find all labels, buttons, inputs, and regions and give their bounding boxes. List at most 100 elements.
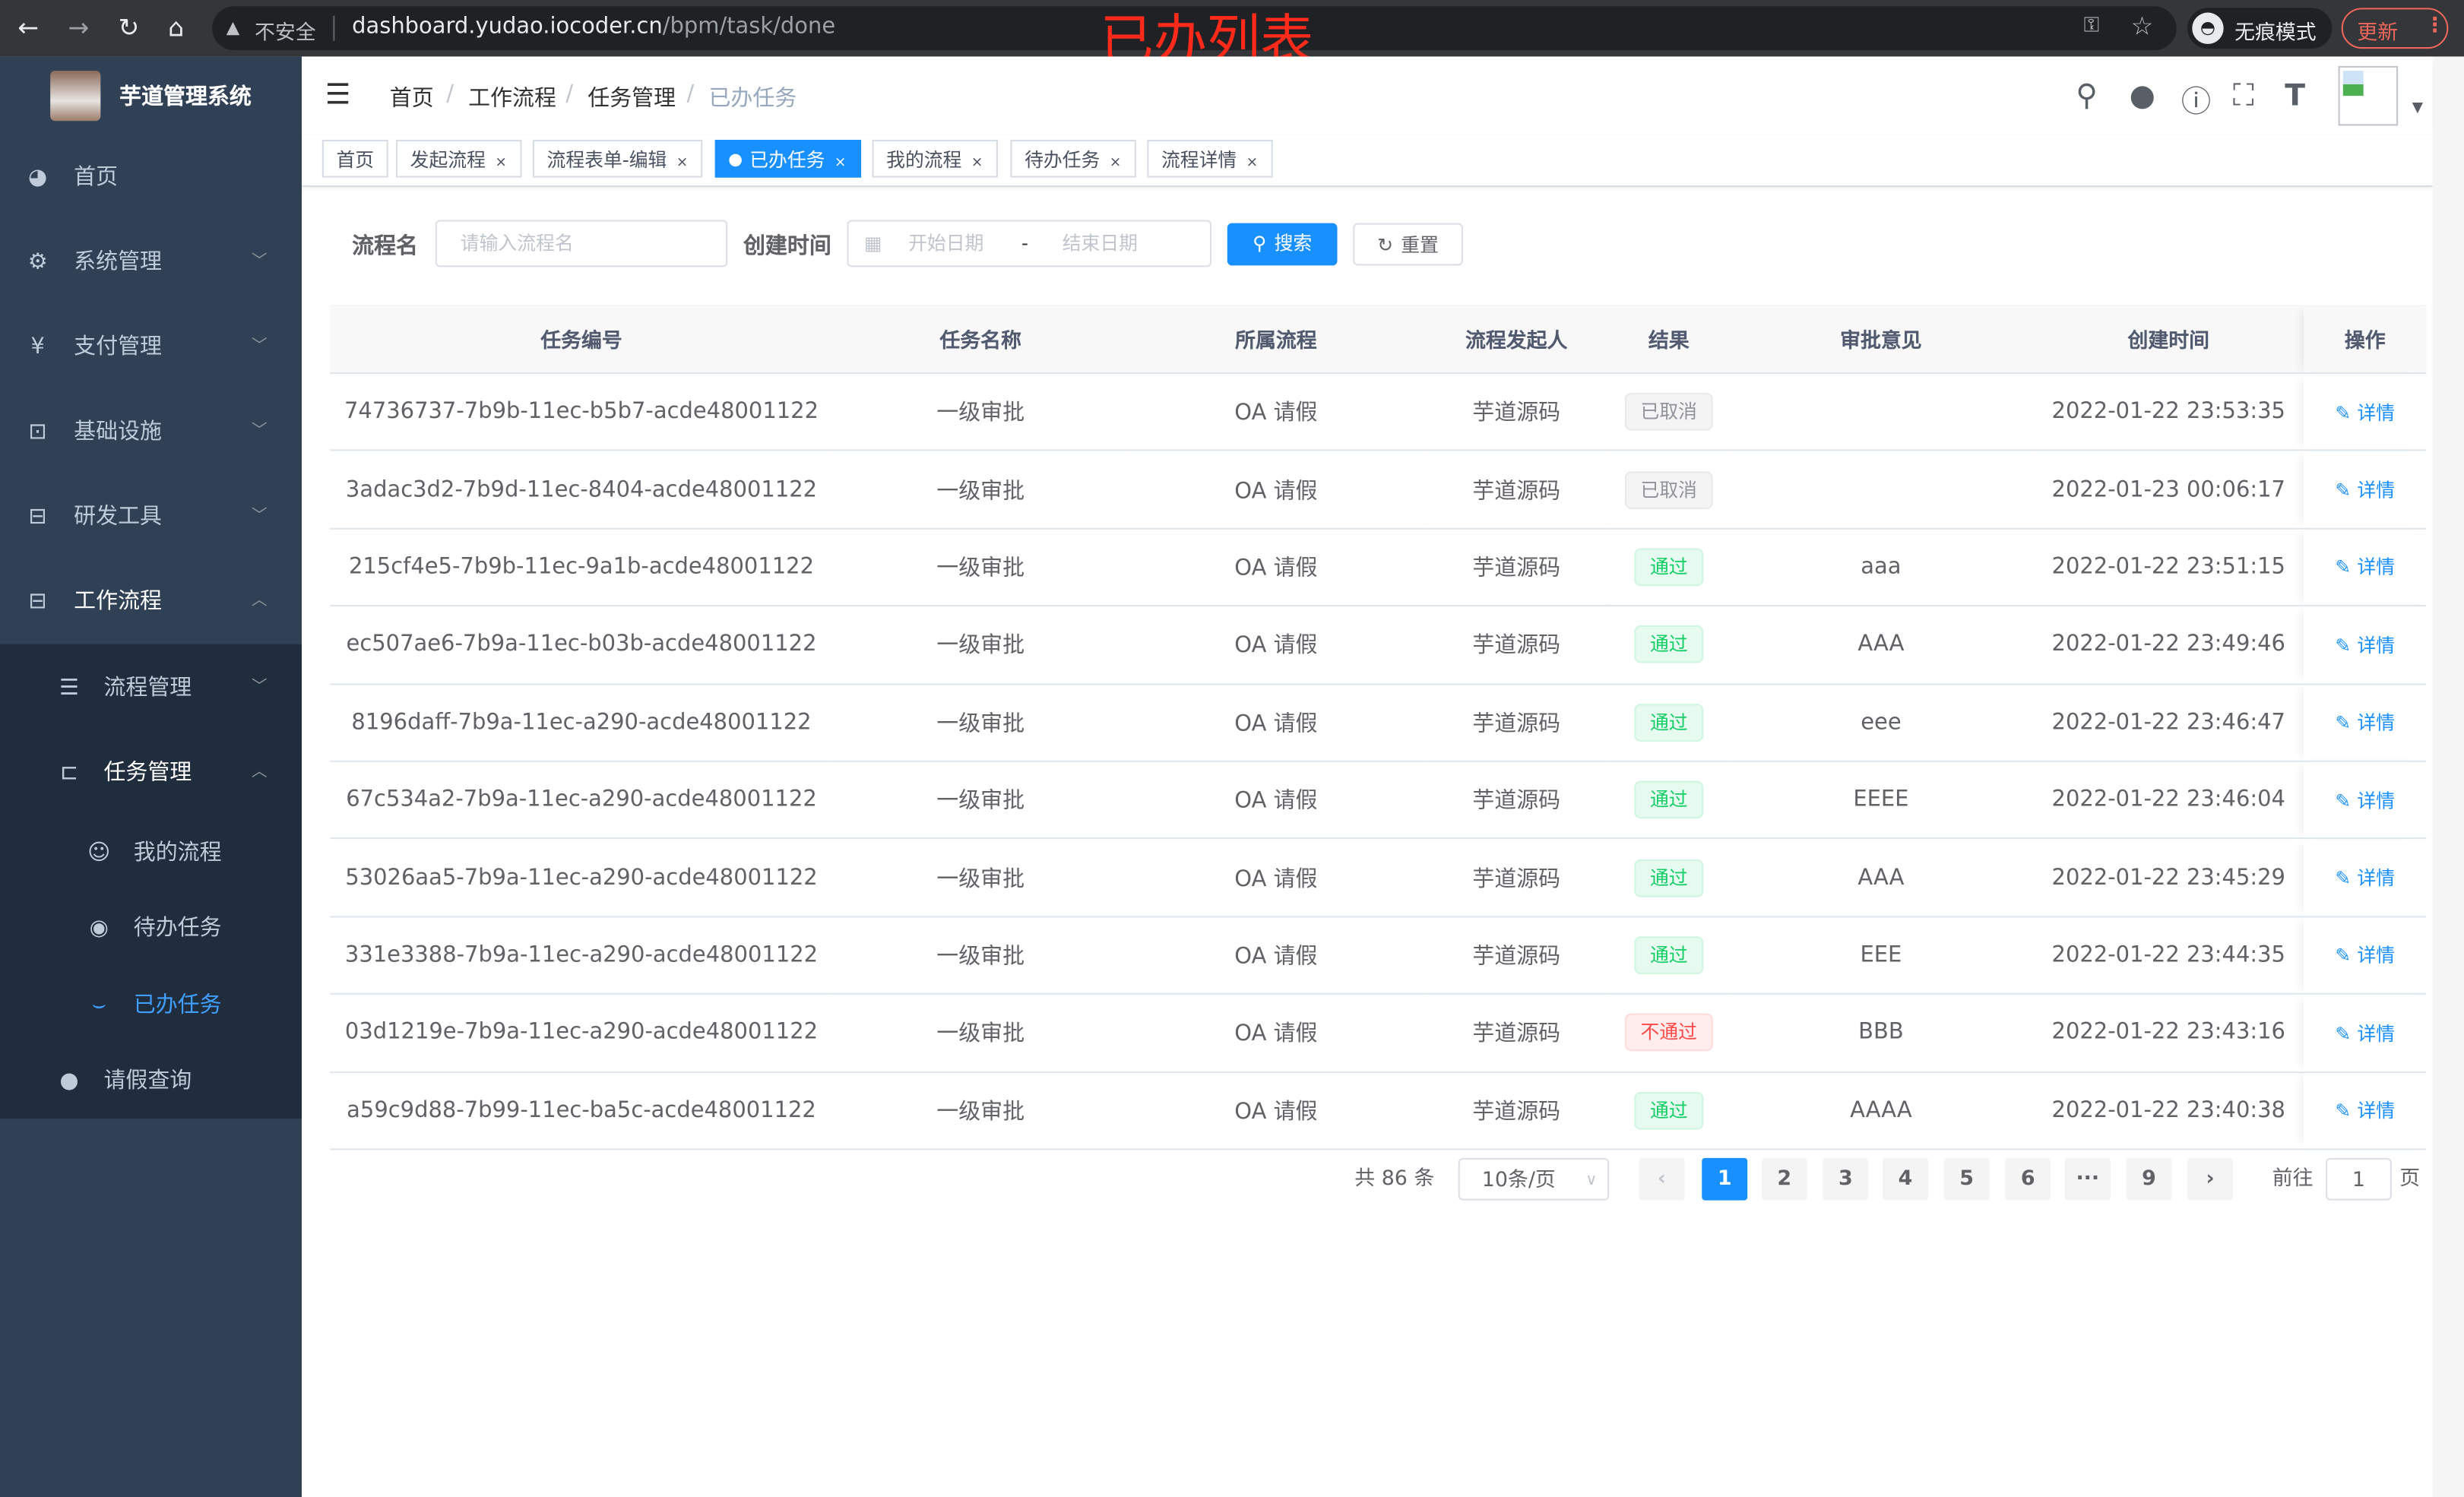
page-button[interactable]: 4 — [1882, 1157, 1928, 1201]
page-button[interactable]: 2 — [1761, 1157, 1807, 1201]
cell-process-name: OA 请假 — [1128, 916, 1424, 995]
detail-button[interactable]: ✎ 详情 — [2335, 790, 2395, 812]
cell-process-name: OA 请假 — [1128, 994, 1424, 1073]
sidebar-item-infra[interactable]: ⊡ 基础设施 ﹀ — [0, 400, 302, 464]
prev-page-button[interactable]: ‹ — [1639, 1157, 1685, 1201]
reload-icon[interactable]: ↻ — [118, 12, 140, 43]
sidebar-item-todo[interactable]: ◉ 待办任务 — [0, 897, 302, 961]
breadcrumb-item[interactable]: 任务管理 — [587, 86, 676, 112]
page-button[interactable]: 5 — [1943, 1157, 1990, 1201]
update-button[interactable]: 更新 ⋮ — [2341, 8, 2449, 49]
key-icon[interactable]: ⚿ — [2083, 14, 2100, 38]
next-page-button[interactable]: › — [2187, 1157, 2234, 1201]
detail-button[interactable]: ✎ 详情 — [2335, 402, 2395, 424]
close-icon[interactable]: × — [834, 155, 847, 172]
address-bar[interactable] — [212, 6, 2177, 51]
search-button[interactable]: ⚲ 搜索 — [1227, 223, 1338, 266]
cell-create-time: 2022-01-22 23:43:16 — [2033, 994, 2304, 1073]
tag-my-process[interactable]: 我的流程 × — [872, 140, 998, 178]
github-icon[interactable]: ● — [2129, 78, 2155, 113]
page-button[interactable]: 6 — [2005, 1157, 2051, 1201]
url-host: dashboard.yudao.iocoder.cn — [352, 14, 663, 40]
forward-icon[interactable]: → — [68, 12, 90, 43]
cell-task-id: ec507ae6-7b9a-11ec-b03b-acde48001122 — [330, 606, 833, 685]
sidebar-item-system[interactable]: ⚙ 系统管理 ﹀ — [0, 231, 302, 294]
tag-todo-tasks[interactable]: 待办任务 × — [1010, 140, 1135, 178]
end-date-input[interactable]: 结束日期 — [1062, 233, 1138, 255]
process-name-input[interactable]: 请输入流程名 — [435, 220, 728, 267]
caret-down-icon[interactable]: ▼ — [2412, 100, 2424, 117]
page-scrollbar[interactable] — [2432, 56, 2464, 1497]
sidebar-item-home[interactable]: ◕ 首页 — [0, 146, 302, 209]
tag-done-tasks[interactable]: 已办任务 × — [714, 140, 861, 178]
cell-comment: BBB — [1728, 994, 2034, 1073]
create-time-range[interactable]: ▦ 开始日期 - 结束日期 — [847, 220, 1212, 267]
sidebar-item-label: 请假查询 — [103, 1068, 192, 1094]
hamburger-icon[interactable]: ☰ — [325, 78, 351, 112]
sidebar-item-label: 工作流程 — [74, 589, 162, 615]
fullscreen-icon[interactable]: ⛶ — [2233, 78, 2254, 113]
page-size-select[interactable]: 10条/页 ∨ — [1458, 1157, 1610, 1201]
page-button[interactable]: 3 — [1823, 1157, 1869, 1201]
cell-starter-name: 芋道源码 — [1424, 1071, 1610, 1150]
sidebar-item-task-manage[interactable]: ⊏ 任务管理 ︿ — [0, 742, 302, 805]
close-icon[interactable]: × — [971, 155, 983, 172]
cell-process-name: OA 请假 — [1128, 838, 1424, 917]
close-icon[interactable]: × — [676, 155, 689, 172]
cell-task-id: 8196daff-7b9a-11ec-a290-acde48001122 — [330, 683, 833, 762]
detail-button[interactable]: ✎ 详情 — [2335, 557, 2395, 579]
incognito-icon: ◓ — [2192, 12, 2224, 44]
reset-button[interactable]: ↻ 重置 — [1353, 223, 1463, 266]
table-row: 67c534a2-7b9a-11ec-a290-acde48001122 一级审批… — [330, 761, 2427, 840]
sidebar-item-my-process[interactable]: ☺ 我的流程 — [0, 821, 302, 885]
breadcrumb-separator: / — [565, 81, 574, 107]
close-icon[interactable]: × — [1246, 155, 1259, 172]
goto-page-input[interactable]: 1 — [2326, 1157, 2392, 1201]
back-icon[interactable]: ← — [17, 12, 40, 43]
tag-form-edit[interactable]: 流程表单-编辑 × — [532, 140, 702, 178]
sidebar-item-tool[interactable]: ⊟ 研发工具 ﹀ — [0, 486, 302, 549]
table-row: 03d1219e-7b9a-11ec-a290-acde48001122 一级审批… — [330, 994, 2427, 1073]
avatar[interactable] — [2338, 65, 2399, 126]
toolbox-icon: ⊟ — [28, 589, 47, 615]
process-name-label: 流程名 — [352, 234, 418, 260]
detail-button[interactable]: ✎ 详情 — [2335, 1100, 2395, 1122]
search-icon[interactable]: ⚲ — [2076, 78, 2098, 113]
active-dot-icon — [729, 153, 742, 167]
font-size-icon[interactable]: T — [2285, 78, 2306, 113]
detail-button[interactable]: ✎ 详情 — [2335, 867, 2395, 889]
column-header: 结果 — [1609, 305, 1729, 375]
detail-button[interactable]: ✎ 详情 — [2335, 1023, 2395, 1045]
detail-button[interactable]: ✎ 详情 — [2335, 635, 2395, 657]
detail-button[interactable]: ✎ 详情 — [2335, 945, 2395, 967]
tag-process-detail[interactable]: 流程详情 × — [1147, 140, 1272, 178]
page-ellipsis[interactable]: ··· — [2064, 1157, 2111, 1201]
tag-start-process[interactable]: 发起流程 × — [396, 140, 521, 178]
help-icon[interactable]: ⓘ — [2181, 84, 2212, 120]
cell-task-name: 一级审批 — [832, 606, 1129, 685]
insecure-label[interactable]: 不安全 — [254, 21, 316, 46]
url-text[interactable]: dashboard.yudao.iocoder.cn/bpm/task/done — [352, 14, 835, 40]
detail-button[interactable]: ✎ 详情 — [2335, 479, 2395, 502]
sidebar-item-pay[interactable]: ¥ 支付管理 ﹀ — [0, 316, 302, 379]
sidebar-item-bpm[interactable]: ⊟ 工作流程 ︿ — [0, 571, 302, 634]
cell-starter-name: 芋道源码 — [1424, 683, 1610, 762]
sidebar-item-done[interactable]: ⌣ 已办任务 — [0, 974, 302, 1037]
home-icon[interactable]: ⌂ — [168, 12, 185, 43]
sidebar-item-leave[interactable]: ● 请假查询 — [0, 1049, 302, 1112]
page-button[interactable]: 1 — [1702, 1157, 1748, 1201]
start-date-input[interactable]: 开始日期 — [908, 233, 984, 255]
sidebar-item-process-manage[interactable]: ☰ 流程管理 ﹀ — [0, 657, 302, 720]
page-button[interactable]: 9 — [2126, 1157, 2172, 1201]
close-icon[interactable]: × — [495, 155, 507, 172]
incognito-badge[interactable]: ◓ 无痕模式 — [2187, 8, 2333, 49]
breadcrumb-item[interactable]: 工作流程 — [468, 86, 556, 112]
star-icon[interactable]: ☆ — [2130, 11, 2154, 41]
close-icon[interactable]: × — [1109, 155, 1122, 172]
cell-result: 已取消 — [1609, 451, 1729, 530]
warning-icon[interactable]: ▲ — [226, 17, 240, 38]
breadcrumb-item[interactable]: 首页 — [389, 86, 434, 112]
pagination-total: 共 86 条 — [1354, 1167, 1435, 1192]
detail-button[interactable]: ✎ 详情 — [2335, 712, 2395, 734]
tag-home[interactable]: 首页 — [321, 140, 388, 178]
